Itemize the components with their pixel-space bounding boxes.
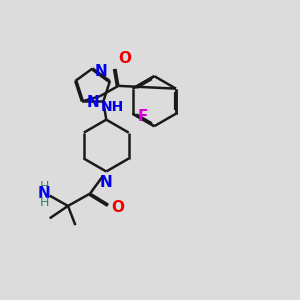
Text: NH: NH — [101, 100, 124, 114]
Text: N: N — [87, 94, 100, 110]
Text: O: O — [111, 200, 124, 214]
Text: N: N — [94, 64, 107, 79]
Text: H: H — [40, 180, 49, 193]
Text: O: O — [118, 51, 131, 66]
Text: H: H — [40, 196, 49, 209]
Text: N: N — [100, 175, 112, 190]
Text: N: N — [38, 186, 51, 201]
Text: F: F — [138, 109, 148, 124]
